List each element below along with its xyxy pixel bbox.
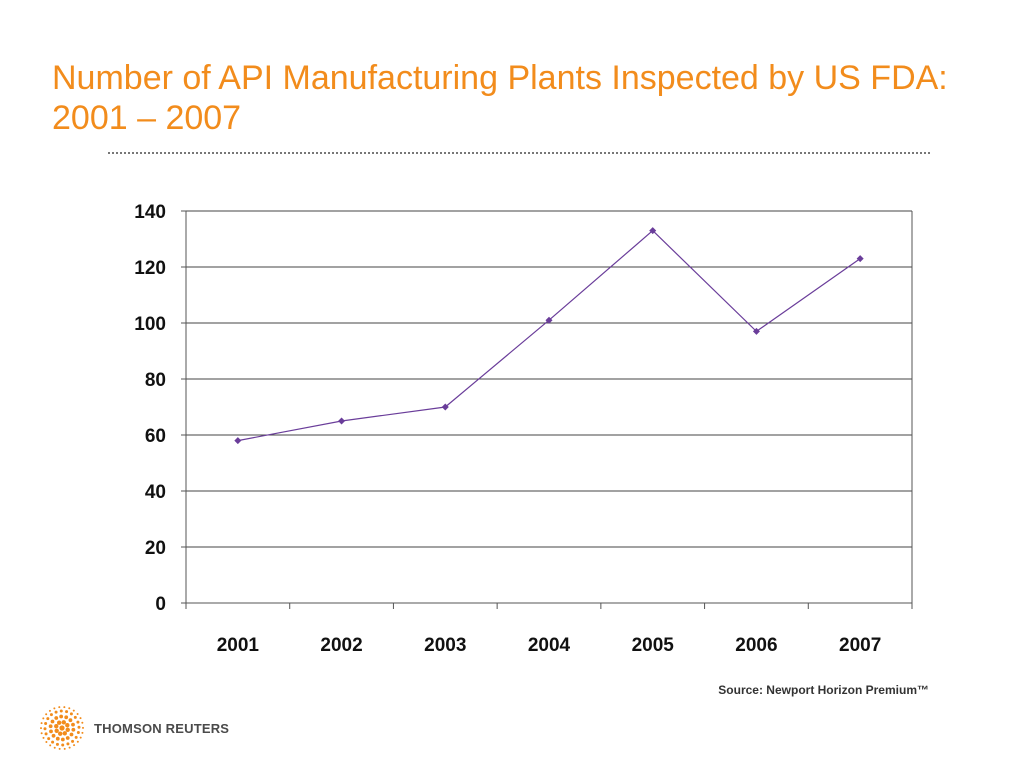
x-tick-label: 2001 xyxy=(217,635,260,656)
title-divider xyxy=(108,152,930,154)
x-tick-label: 2003 xyxy=(424,635,466,656)
y-tick-label: 0 xyxy=(155,594,166,615)
data-point xyxy=(649,227,657,235)
x-tick-label: 2005 xyxy=(632,635,675,656)
data-point xyxy=(338,417,346,425)
y-tick-label: 120 xyxy=(134,258,166,279)
data-point xyxy=(856,255,864,263)
data-point xyxy=(752,327,760,335)
data-point xyxy=(545,316,553,324)
y-tick-label: 140 xyxy=(134,202,166,223)
y-tick-label: 40 xyxy=(145,482,166,503)
x-tick-label: 2004 xyxy=(528,635,571,656)
y-tick-label: 100 xyxy=(134,314,166,335)
data-point xyxy=(234,437,242,445)
x-tick-label: 2007 xyxy=(839,635,881,656)
data-point xyxy=(441,403,449,411)
slide-title: Number of API Manufacturing Plants Inspe… xyxy=(52,59,948,137)
y-tick-label: 80 xyxy=(145,370,166,391)
y-tick-label: 60 xyxy=(145,426,166,447)
logo-text: THOMSON REUTERS xyxy=(94,720,230,736)
company-logo: THOMSON REUTERS xyxy=(40,706,229,750)
y-tick-label: 20 xyxy=(145,538,166,559)
x-tick-label: 2006 xyxy=(735,635,777,656)
series-line xyxy=(237,229,861,442)
source-note: Source: Newport Horizon Premium™ xyxy=(718,683,929,697)
thomson-reuters-dot-sphere-icon xyxy=(40,706,84,750)
x-tick-label: 2002 xyxy=(320,635,362,656)
